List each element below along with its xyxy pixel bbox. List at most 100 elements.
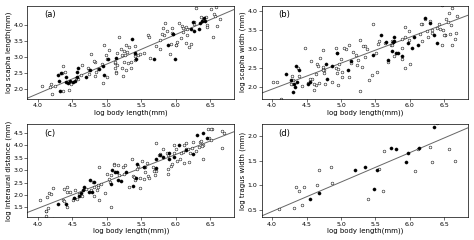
Point [361,55,368,59]
Point [327,165,335,169]
Point [166,52,173,56]
Point [289,78,297,82]
Point [295,217,303,221]
Point [47,82,55,86]
Point [146,35,153,39]
Point [69,198,77,202]
Point [112,71,120,75]
Point [203,15,210,18]
Point [315,81,323,84]
Point [387,44,394,48]
Point [112,56,119,60]
Point [64,81,72,85]
Point [164,153,172,157]
Point [136,52,144,56]
Point [195,27,203,31]
Point [47,106,55,110]
Point [190,152,197,156]
Point [183,27,191,30]
Point [319,48,327,52]
Point [66,190,74,193]
Point [141,166,149,169]
Point [119,165,127,169]
Point [150,169,157,173]
Point [423,29,431,32]
Point [442,17,450,21]
Point [320,72,328,75]
Point [82,187,90,191]
Point [379,189,387,192]
Point [164,151,171,155]
Point [98,62,106,66]
Point [106,180,114,184]
Point [159,147,167,150]
Point [371,187,378,191]
Point [453,31,460,35]
Point [391,35,398,38]
Point [167,42,175,46]
Point [78,64,85,67]
Point [170,143,177,147]
Point [305,82,312,86]
Point [39,84,46,88]
Point [120,60,128,63]
Point [359,44,366,48]
Point [90,59,98,62]
Point [328,64,336,67]
Point [394,51,402,54]
Point [95,67,103,71]
Point [381,149,388,152]
Point [169,26,176,30]
Point [93,188,101,192]
Text: (d): (d) [278,129,290,138]
Point [46,85,54,89]
Point [110,162,118,166]
Point [144,33,152,37]
Point [315,65,322,68]
Point [74,66,82,70]
Point [168,162,175,166]
Point [203,136,211,140]
Point [87,69,94,72]
Point [437,27,444,31]
Point [72,79,79,83]
Point [131,54,139,58]
Point [158,32,166,36]
Point [180,161,188,165]
Point [351,168,358,172]
Point [319,68,326,72]
Point [336,62,343,66]
Point [120,172,128,176]
Point [399,37,406,41]
Point [151,168,159,172]
Point [433,41,440,45]
Point [90,185,98,189]
Point [97,183,105,186]
Text: (c): (c) [44,129,55,138]
Point [183,33,191,37]
Point [182,147,190,150]
Point [140,165,148,169]
Point [133,167,141,171]
Point [55,73,62,77]
Point [316,56,323,60]
Point [182,25,190,29]
Point [369,73,376,77]
X-axis label: log body length(mm)): log body length(mm)) [327,109,403,116]
Point [129,174,137,178]
Point [182,149,190,152]
Point [428,28,436,32]
Point [164,30,171,33]
Point [172,43,180,47]
Point [444,20,451,24]
Point [72,189,79,192]
Point [144,174,151,178]
Point [306,77,314,80]
Point [86,178,93,182]
Point [87,188,95,192]
Point [289,90,296,94]
Point [100,74,108,78]
Point [354,58,362,62]
Point [352,53,359,57]
Point [94,185,101,189]
